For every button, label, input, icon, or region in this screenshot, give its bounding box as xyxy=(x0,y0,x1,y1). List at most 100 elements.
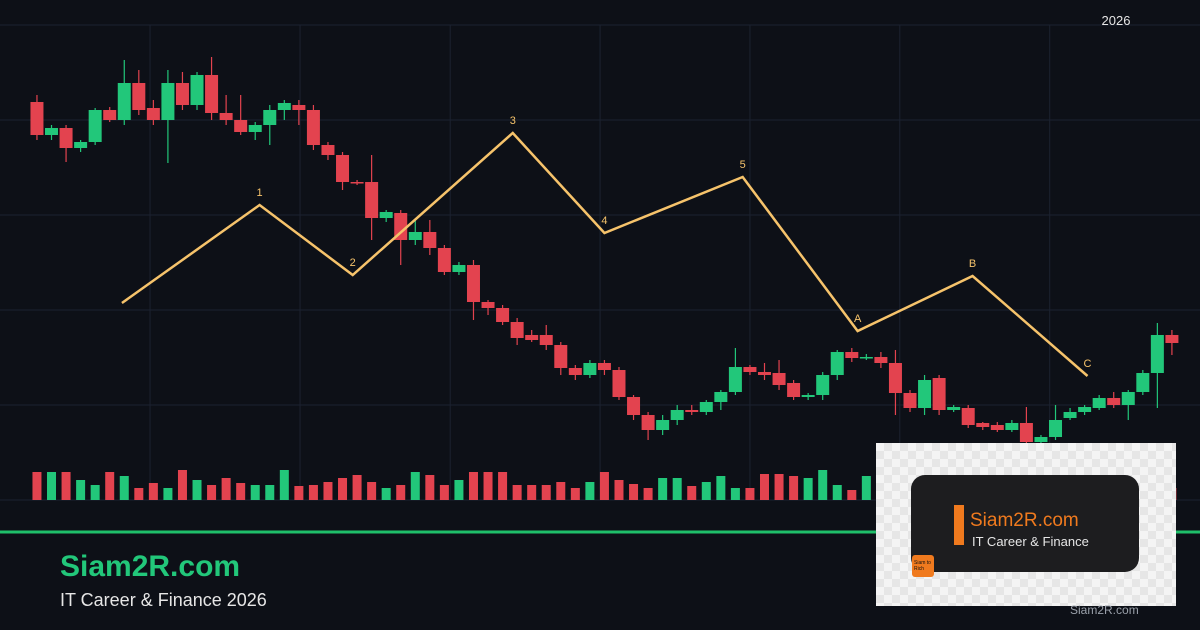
candle-body xyxy=(350,182,364,184)
candle-body xyxy=(132,83,146,110)
wave-label: 1 xyxy=(257,187,263,199)
candle-body xyxy=(918,380,932,408)
candle-body xyxy=(452,265,466,272)
volume-bar xyxy=(76,480,86,500)
candle-body xyxy=(714,392,728,402)
volume-bar xyxy=(236,483,246,500)
logo-bar xyxy=(954,505,964,545)
candle-body xyxy=(1092,398,1106,408)
candle-body xyxy=(117,83,131,120)
candle-body xyxy=(510,322,524,338)
candle-body xyxy=(627,397,641,415)
volume-bar xyxy=(861,476,871,500)
volume-bar xyxy=(439,485,449,500)
candle-body xyxy=(103,110,117,120)
wave-label: 2 xyxy=(350,257,356,269)
candle-body xyxy=(496,308,510,322)
candle-body xyxy=(161,83,175,120)
volume-bar xyxy=(47,472,57,500)
candle-body xyxy=(830,352,844,375)
year-label: 2026 xyxy=(1102,13,1131,28)
candle-body xyxy=(787,383,801,397)
volume-bar xyxy=(294,486,304,500)
candle-body xyxy=(1034,437,1048,442)
volume-bar xyxy=(585,482,595,500)
volume-bar xyxy=(425,475,435,500)
volume-bar xyxy=(308,485,318,500)
volume-bar xyxy=(512,485,522,500)
candle-body xyxy=(816,375,830,395)
candle-body xyxy=(554,345,568,368)
candle-body xyxy=(408,232,422,240)
candle-body xyxy=(525,335,539,340)
candle-body xyxy=(539,335,553,345)
candle-body xyxy=(394,213,408,240)
logo-panel: Siam2R.com IT Career & Finance Siam to R… xyxy=(911,475,1139,577)
volume-bar xyxy=(367,482,377,500)
candle-body xyxy=(685,410,699,412)
candle-body xyxy=(743,367,757,372)
wave-label: A xyxy=(854,313,862,325)
logo-badge: Siam to Rich xyxy=(912,555,934,577)
candle-body xyxy=(423,232,437,248)
candle-body xyxy=(219,113,233,120)
candle-body xyxy=(1121,392,1135,405)
candle-body xyxy=(74,142,88,148)
candle-body xyxy=(248,125,262,132)
candle-body xyxy=(336,155,350,182)
volume-bar xyxy=(163,488,173,500)
candle-body xyxy=(88,110,102,142)
logo-card: Siam2R.com IT Career & Finance Siam to R… xyxy=(876,443,1176,606)
volume-bar xyxy=(716,476,726,500)
volume-bar xyxy=(352,475,362,500)
candle-body xyxy=(1136,373,1150,392)
volume-bar xyxy=(381,488,391,500)
candle-body xyxy=(1019,423,1033,442)
candle-body xyxy=(277,103,291,110)
candle-body xyxy=(874,357,888,363)
volume-bar xyxy=(105,472,115,500)
candle-body xyxy=(466,265,480,302)
volume-bar xyxy=(265,485,275,500)
candle-body xyxy=(641,415,655,430)
volume-bar xyxy=(730,488,740,500)
candle-body xyxy=(583,363,597,375)
volume-bar xyxy=(207,485,217,500)
volume-bar xyxy=(818,470,828,500)
candle-body xyxy=(728,367,742,392)
volume-bar xyxy=(250,485,260,500)
volume-bar xyxy=(410,472,420,500)
volume-bar xyxy=(32,472,42,500)
candle-body xyxy=(481,302,495,308)
candle-body xyxy=(801,395,815,397)
candle-body xyxy=(437,248,451,272)
wave-label: B xyxy=(969,258,976,270)
logo-subtitle: IT Career & Finance xyxy=(972,534,1089,549)
candle-body xyxy=(321,145,335,155)
candle-body xyxy=(306,110,320,145)
volume-bar xyxy=(847,490,857,500)
candle-body xyxy=(903,393,917,408)
volume-bar xyxy=(629,484,639,500)
candle-body xyxy=(757,372,771,375)
volume-bar xyxy=(279,470,289,500)
volume-bar xyxy=(396,485,406,500)
volume-bar xyxy=(614,480,624,500)
volume-bar xyxy=(221,478,231,500)
candle-body xyxy=(859,357,873,359)
wave-label: 4 xyxy=(601,215,607,227)
volume-bar xyxy=(643,488,653,500)
volume-bar xyxy=(672,478,682,500)
candle-body xyxy=(961,408,975,425)
volume-bar xyxy=(177,470,187,500)
candle-body xyxy=(612,370,626,397)
volume-bar xyxy=(527,485,537,500)
candle-body xyxy=(772,373,786,385)
candle-body xyxy=(990,425,1004,430)
volume-bar xyxy=(832,485,842,500)
candle-body xyxy=(1165,335,1179,343)
volume-bar xyxy=(148,483,158,500)
candle-body xyxy=(1049,420,1063,437)
candle-body xyxy=(365,182,379,218)
